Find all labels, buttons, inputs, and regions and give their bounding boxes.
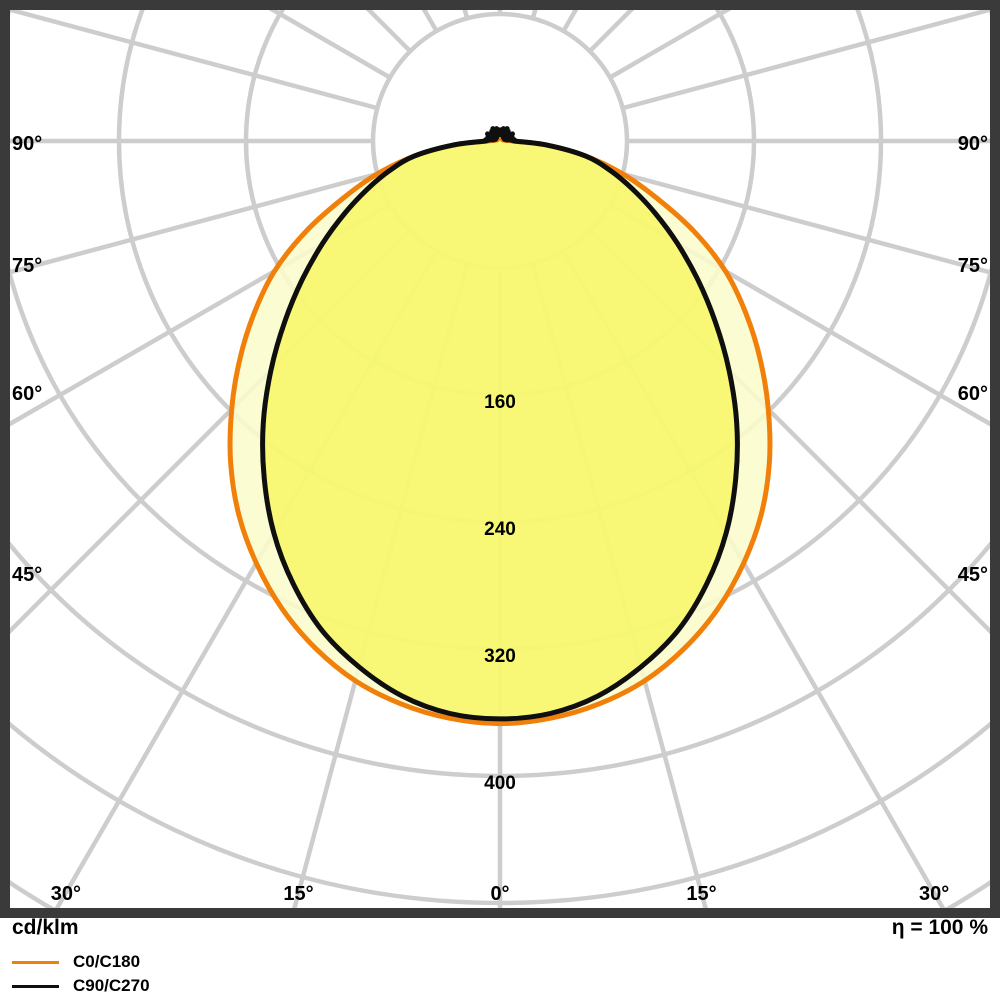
legend-line-c90-c270	[12, 984, 59, 988]
legend-line-c0-c180	[12, 960, 59, 964]
grid-radial	[622, 171, 990, 275]
curve-c90-c270	[260, 126, 740, 722]
angle-label-left: 90°	[12, 133, 42, 155]
radial-tick-label: 240	[484, 519, 516, 540]
radial-tick-label: 400	[484, 773, 516, 794]
unit-label: cd/klm	[12, 916, 79, 939]
radial-tick-label: 160	[484, 392, 516, 413]
angle-tick-labels: 90° 90° 75° 75° 60° 60° 45° 45° 30° 15° 0° 15° 30°	[12, 133, 988, 905]
plot-frame	[0, 0, 1000, 918]
legend-item-c90-c270: C90/C270	[12, 977, 150, 995]
curve-fill-c90-c270	[262, 128, 738, 719]
angle-label-bottom: 15°	[686, 883, 716, 905]
angle-label-right: 45°	[958, 564, 988, 586]
legend-label-c0-c180: C0/C180	[73, 952, 141, 971]
angle-label-right: 90°	[958, 133, 988, 155]
angle-label-bottom: 0°	[490, 883, 509, 905]
grid-radial	[10, 10, 378, 111]
angle-label-left: 45°	[12, 564, 42, 586]
efficiency-label: η = 100 %	[891, 916, 988, 939]
grid-radial	[10, 171, 378, 275]
grid-radial	[10, 202, 392, 427]
angle-label-bottom: 30°	[919, 883, 949, 905]
grid-radial	[268, 10, 392, 80]
angle-label-left: 75°	[12, 255, 42, 277]
radial-tick-labels: 160 240 320 400	[484, 392, 516, 794]
angle-label-right: 75°	[958, 255, 988, 277]
grid-radial	[608, 10, 732, 80]
angle-label-bottom: 30°	[51, 883, 81, 905]
angle-label-left: 60°	[12, 383, 42, 405]
radial-tick-label: 320	[484, 646, 516, 667]
legend-label-c90-c270: C90/C270	[73, 976, 150, 995]
legend-item-c0-c180: C0/C180	[12, 953, 140, 971]
angle-label-bottom: 15°	[283, 883, 313, 905]
angle-label-right: 60°	[958, 383, 988, 405]
grid-radial	[622, 10, 990, 111]
grid-radial	[608, 202, 990, 427]
